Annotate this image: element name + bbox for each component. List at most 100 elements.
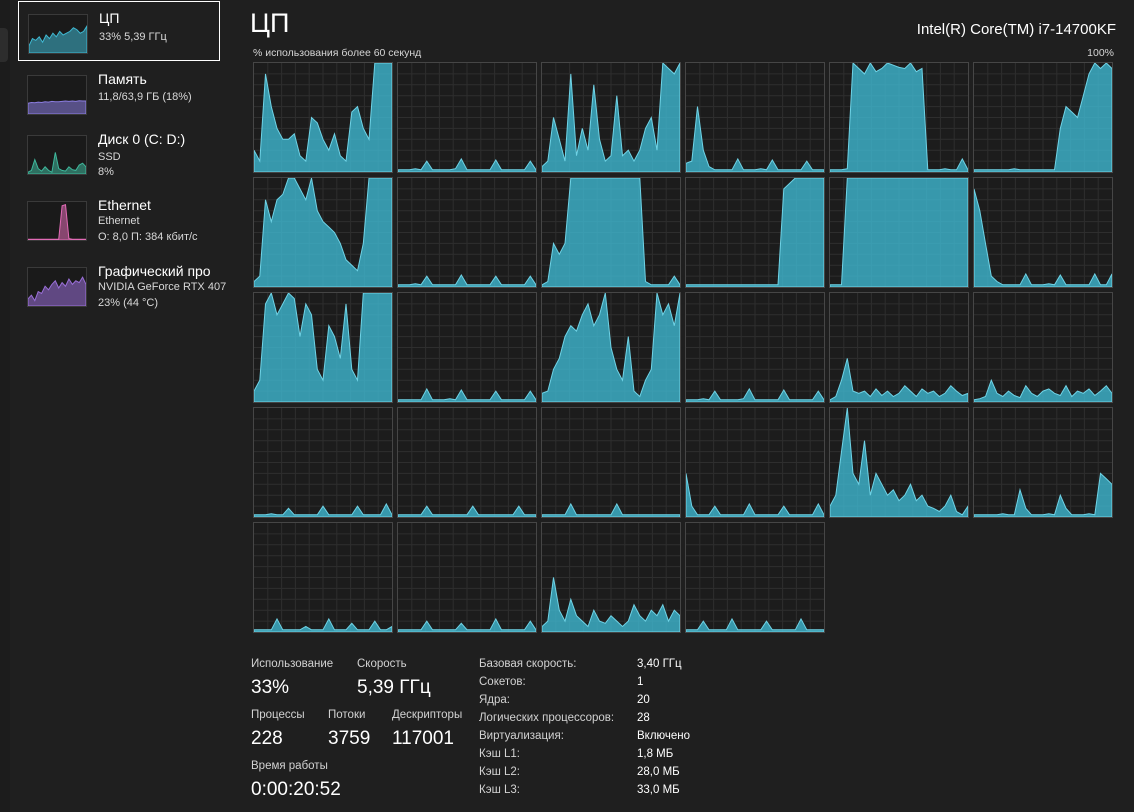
logical-processor-graph (685, 407, 825, 518)
usage-label: Использование (251, 658, 334, 670)
cpu-usage-area (830, 63, 968, 172)
logical-processor-graph (685, 522, 825, 633)
threads-label: Потоки (328, 709, 366, 721)
sidebar-item-title: ЦП (99, 10, 120, 26)
handles-label: Дескрипторы (392, 709, 463, 721)
sidebar-item-detail: SSD (98, 151, 121, 163)
logical-processor-graph (541, 292, 681, 403)
logical-processor-graph (829, 407, 969, 518)
logical-processor-graph (253, 522, 393, 633)
uptime-label: Время работы (251, 760, 328, 772)
cpu-usage-area (254, 293, 392, 402)
cpu-usage-area (686, 178, 824, 287)
logical-processor-graph (685, 292, 825, 403)
cpu-usage-area (830, 358, 968, 402)
cpu-usage-area (542, 178, 680, 287)
left-rail (0, 0, 10, 812)
speed-label: Скорость (357, 658, 407, 670)
cpu-usage-area (254, 63, 392, 172)
sidebar-item-detail-2: О: 8,0 П: 384 кбит/с (98, 231, 198, 243)
cpu-usage-area (254, 178, 392, 287)
sidebar-item-gpu[interactable]: Графический про NVIDIA GeForce RTX 407 2… (18, 255, 226, 315)
sidebar-item-detail: 11,8/63,9 ГБ (18%) (98, 91, 192, 103)
thumb-graph-area (28, 276, 86, 306)
page-title: ЦП (250, 8, 290, 38)
logical-processor-graph (253, 292, 393, 403)
cpu-usage-area (686, 617, 824, 632)
spec-value-virtualization: Включено (637, 730, 691, 742)
logical-processor-graph (541, 407, 681, 518)
logical-processor-graphs[interactable] (253, 62, 1114, 634)
logical-processor-graph (397, 407, 537, 518)
sidebar-item-title: Графический про (98, 263, 211, 279)
logical-processor-graph (685, 177, 825, 288)
logical-processor-graph (829, 292, 969, 403)
spec-label-cores: Ядра: (479, 694, 511, 706)
logical-processor-graph (541, 522, 681, 633)
logical-processor-graph (253, 177, 393, 288)
sidebar-item-title: Диск 0 (C: D:) (98, 131, 186, 147)
cpu-graph-icon (28, 14, 88, 54)
spec-value-cores: 20 (637, 694, 650, 706)
logical-processor-graph (253, 407, 393, 518)
sidebar-item-title: Ethernet (98, 197, 151, 213)
cpu-usage-area (542, 63, 680, 172)
logical-processor-graph (973, 177, 1113, 288)
threads-value: 3759 (328, 728, 371, 749)
logical-processor-graph (397, 522, 537, 633)
thumb-graph-area (28, 152, 86, 174)
logical-processor-graph (253, 62, 393, 173)
spec-label-l2-cache: Кэш L2: (479, 766, 520, 778)
logical-processor-graph (541, 62, 681, 173)
logical-processor-graph (829, 62, 969, 173)
spec-label-l1-cache: Кэш L1: (479, 748, 520, 760)
sidebar-item-detail: Ethernet (98, 215, 140, 227)
logical-processor-graph (397, 177, 537, 288)
logical-processor-graph (973, 62, 1113, 173)
logical-processor-graph (397, 62, 537, 173)
performance-sidebar: ЦП 33% 5,39 ГГц Память 11,8/63,9 ГБ (18%… (18, 0, 228, 812)
processes-label: Процессы (251, 709, 305, 721)
cpu-model-name: Intel(R) Core(TM) i7-14700KF (916, 21, 1116, 38)
spec-label-sockets: Сокетов: (479, 676, 526, 688)
sidebar-item-disk[interactable]: Диск 0 (C: D:) SSD 8% (18, 123, 220, 183)
spec-value-l3-cache: 33,0 МБ (637, 784, 680, 796)
processes-value: 228 (251, 728, 283, 749)
cpu-usage-area (686, 387, 824, 402)
cpu-usage-area (686, 473, 824, 517)
thumb-graph-area (28, 100, 86, 114)
disk-graph-icon (27, 135, 87, 175)
sidebar-item-ethernet[interactable]: Ethernet Ethernet О: 8,0 П: 384 кбит/с (18, 189, 220, 249)
graph-max-label: 100% (1087, 47, 1114, 59)
spec-value-base-speed: 3,40 ГГц (637, 658, 682, 670)
logical-processor-graph (829, 177, 969, 288)
logical-processor-graph (973, 292, 1113, 403)
spec-value-l1-cache: 1,8 МБ (637, 748, 674, 760)
graph-caption: % использования более 60 секунд (253, 47, 422, 59)
sidebar-item-cpu[interactable]: ЦП 33% 5,39 ГГц (18, 1, 220, 61)
sidebar-item-detail: 33% 5,39 ГГц (99, 31, 167, 43)
cpu-usage-area (974, 188, 1112, 287)
gpu-graph-icon (27, 267, 87, 307)
cpu-usage-area (974, 63, 1112, 172)
spec-label-logical-processors: Логических процессоров: (479, 712, 615, 724)
cpu-usage-area (254, 617, 392, 632)
spec-value-sockets: 1 (637, 676, 644, 688)
cpu-usage-area (398, 617, 536, 632)
nav-selection-indicator (0, 28, 8, 62)
spec-value-logical-processors: 28 (637, 712, 650, 724)
usage-value: 33% (251, 677, 290, 698)
speed-value: 5,39 ГГц (357, 677, 431, 698)
cpu-usage-area (398, 387, 536, 402)
cpu-usage-area (398, 505, 536, 517)
cpu-usage-area (974, 378, 1112, 402)
logical-processor-graph (685, 62, 825, 173)
cpu-usage-area (686, 106, 824, 172)
memory-graph-icon (27, 75, 87, 115)
sidebar-item-memory[interactable]: Память 11,8/63,9 ГБ (18%) (18, 63, 220, 123)
cpu-usage-area (830, 408, 968, 517)
spec-label-base-speed: Базовая скорость: (479, 658, 577, 670)
cpu-usage-area (974, 472, 1112, 517)
logical-processor-graph (973, 407, 1113, 518)
cpu-usage-area (542, 577, 680, 632)
